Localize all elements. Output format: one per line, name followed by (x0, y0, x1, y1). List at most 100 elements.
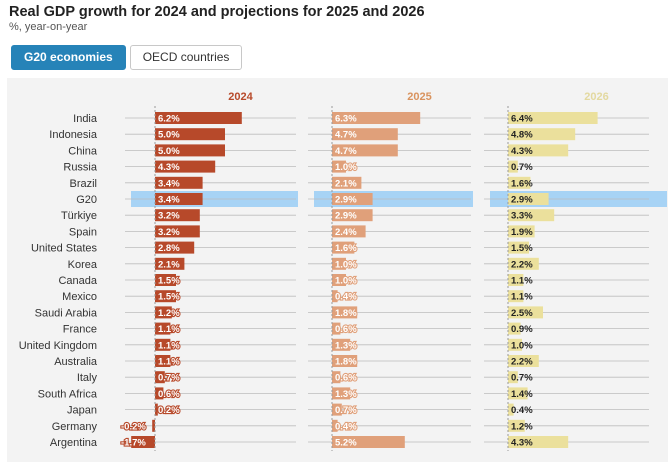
bar-2026 (508, 322, 521, 335)
bar-2026 (508, 436, 569, 448)
value-label-2024: 0.6% (158, 389, 180, 400)
bar-2024 (155, 193, 203, 205)
value-label-2026: 1.6% (511, 178, 533, 189)
value-label-2025: 0.6% (335, 324, 357, 335)
bar-2026 (508, 419, 525, 432)
tab-oecd-countries[interactable]: OECD countries (129, 45, 243, 70)
value-label-2026: 0.7% (511, 373, 533, 384)
bar-2025 (332, 225, 366, 238)
bar-2026 (508, 193, 549, 205)
value-label-2025: 1.0% (335, 162, 357, 173)
value-label-2026: 0.4% (511, 405, 533, 416)
bar-2025 (332, 436, 405, 448)
bar-2025 (332, 160, 346, 173)
value-label-2025: 0.4% (335, 292, 357, 303)
value-label-2024: 3.4% (158, 178, 180, 189)
bar-2026 (508, 144, 569, 157)
bar-2024 (155, 176, 203, 189)
value-label-2024: 1.1% (158, 340, 180, 351)
bar-2024 (152, 419, 155, 432)
value-label-2026: 2.2% (511, 357, 533, 368)
value-label-2025: 0.7% (335, 405, 357, 416)
value-label-2024: 1.5% (158, 292, 180, 303)
value-label-2025: 0.6% (335, 373, 357, 384)
category-label: Australia (54, 356, 98, 368)
value-label-2025: 1.6% (335, 243, 357, 254)
category-label: China (68, 145, 98, 157)
category-label: Brazil (69, 178, 97, 190)
bar-2025 (332, 193, 373, 205)
category-label: United States (31, 243, 98, 255)
bar-2026 (508, 403, 514, 416)
value-label-2026: 4.8% (511, 130, 533, 141)
value-label-2026: 1.4% (511, 389, 533, 400)
value-label-2025: 1.3% (335, 340, 357, 351)
chart-panel: 2024 2025 2026 India 6.2% 6.3% 6.4% Indonesia 5.… (7, 78, 668, 462)
value-label-2024: 5.0% (158, 130, 180, 141)
gdp-bar-chart: 2024 2025 2026 India 6.2% 6.3% 6.4% Indonesia 5.… (19, 91, 667, 451)
bar-2025 (332, 338, 351, 351)
value-label-2026: 1.1% (511, 276, 533, 287)
group-tabs: G20 economies OECD countries (11, 45, 243, 70)
value-label-2025: 1.3% (335, 389, 357, 400)
value-label-2025: 1.8% (335, 357, 357, 368)
bar-2026 (508, 290, 524, 303)
value-label-2026: 1.9% (511, 227, 533, 238)
value-label-2026: 2.9% (511, 195, 533, 206)
value-label-2026: 1.0% (511, 340, 533, 351)
value-label-2026: 1.1% (511, 292, 533, 303)
bar-2026 (508, 371, 518, 384)
bar-2024 (155, 371, 165, 384)
tab-g20-economies[interactable]: G20 economies (11, 45, 126, 70)
bar-2025 (332, 257, 346, 270)
column-title-2025: 2025 (407, 91, 431, 103)
bar-2026 (508, 209, 555, 222)
bar-2026 (508, 160, 518, 173)
bar-2025 (332, 209, 373, 222)
bar-2025 (332, 112, 421, 124)
bar-2024 (155, 306, 172, 319)
value-label-2025: 4.7% (335, 130, 357, 141)
bar-2024 (155, 209, 200, 222)
bar-2026 (508, 128, 576, 141)
bar-2024 (155, 274, 176, 286)
value-label-2026: 1.5% (511, 243, 533, 254)
bar-2025 (332, 403, 342, 416)
category-label: Argentina (50, 437, 98, 449)
value-label-2024: 0.2% (158, 405, 180, 416)
category-label: United Kingdom (19, 340, 97, 352)
bar-2025 (332, 274, 346, 286)
bar-2026 (508, 274, 524, 286)
bar-2024 (155, 144, 225, 157)
value-label-2024: 4.3% (158, 162, 180, 173)
bar-2025 (332, 306, 358, 319)
bar-2026 (508, 306, 543, 319)
category-label: Türkiye (61, 210, 97, 222)
bar-2026 (508, 355, 539, 367)
value-label-2024: -1.7% (121, 438, 146, 449)
bar-2025 (332, 371, 341, 384)
value-label-2025: 5.2% (335, 438, 357, 449)
value-label-2024: 1.1% (158, 324, 180, 335)
category-label: Korea (68, 259, 98, 271)
category-label: Indonesia (49, 129, 98, 141)
category-label: G20 (76, 194, 97, 206)
bar-2025 (332, 128, 398, 141)
value-label-2026: 0.9% (511, 324, 533, 335)
bar-2026 (508, 387, 528, 400)
value-label-2025: 2.9% (335, 211, 357, 222)
category-label: Russia (63, 162, 98, 174)
bar-2024 (155, 225, 200, 238)
bar-2024 (131, 436, 155, 448)
chart-subtitle: %, year-on-year (9, 21, 88, 33)
bar-2026 (508, 241, 529, 254)
bar-2024 (155, 338, 171, 351)
value-label-2026: 0.7% (511, 162, 533, 173)
value-label-2024: 3.2% (158, 211, 180, 222)
value-label-2026: 1.2% (511, 421, 533, 432)
value-label-2025: 1.0% (335, 276, 357, 287)
bar-2025 (332, 290, 338, 303)
value-label-2025: 0.4% (335, 421, 357, 432)
value-label-2024: 1.5% (158, 276, 180, 287)
value-label-2025: 2.9% (335, 195, 357, 206)
